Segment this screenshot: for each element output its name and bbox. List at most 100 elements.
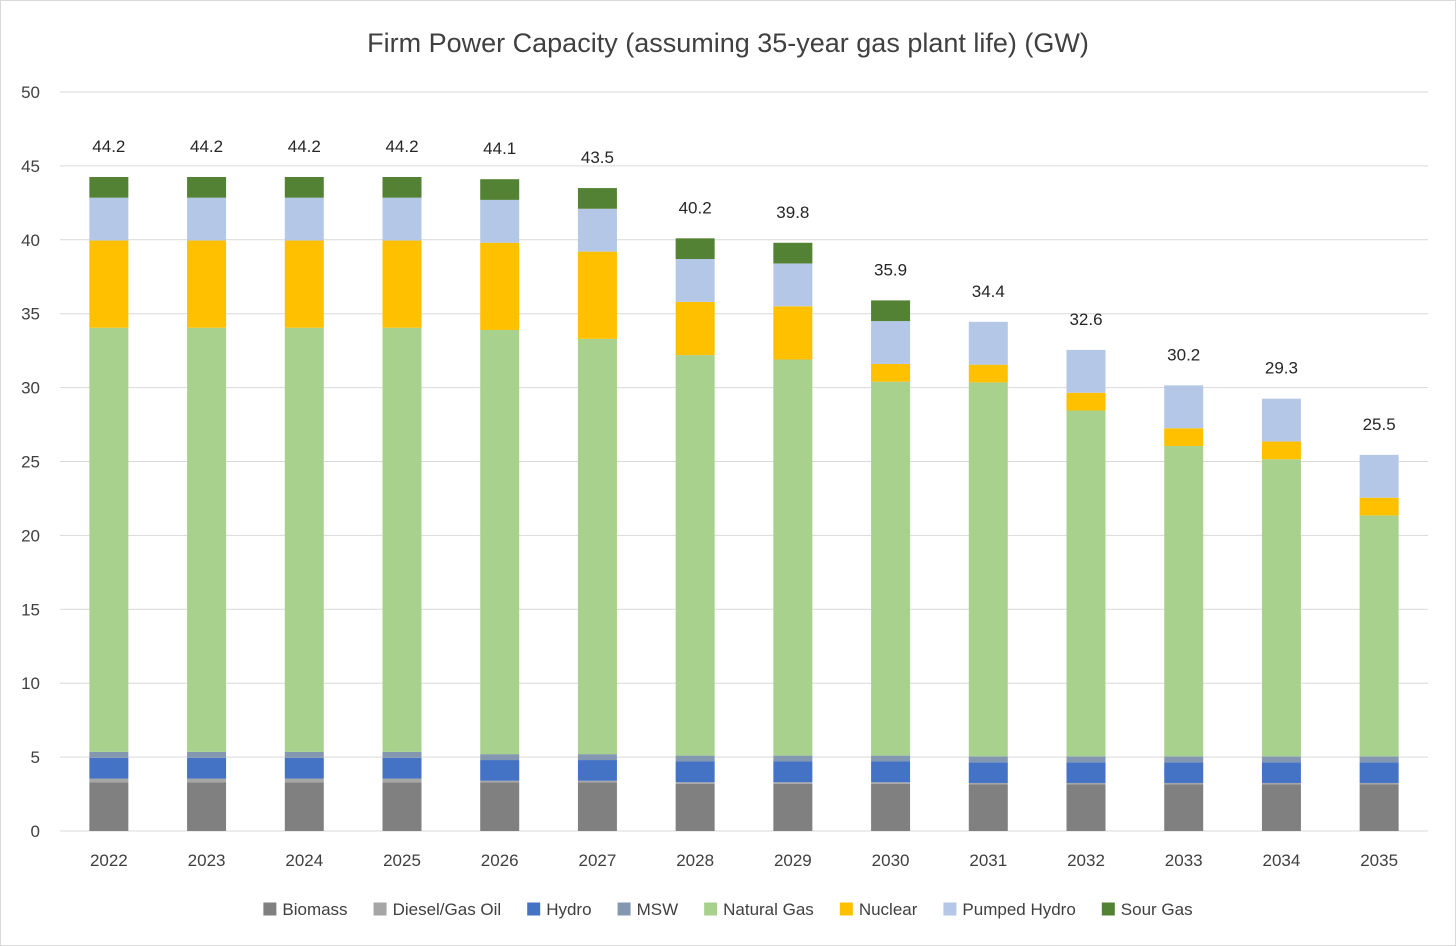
bar-segment [187,197,227,241]
bar-segment [382,757,422,779]
legend-swatch [617,902,631,916]
legend-swatch [527,902,541,916]
bar-segment [89,757,129,779]
y-tick-label: 25 [21,453,40,472]
legend-swatch [839,902,853,916]
y-tick-label: 45 [21,157,40,176]
legend-label: Nuclear [859,900,918,919]
bar-segment [871,755,911,762]
y-tick-label: 5 [31,748,40,767]
bar-segment [968,756,1008,763]
bar-segment [675,783,715,831]
y-tick-label: 15 [21,600,40,619]
bar-segment [89,240,129,328]
bar-segment [1164,784,1204,831]
bar-segment [1261,398,1301,442]
bar-segment [1359,497,1399,516]
bar-segment [675,301,715,356]
y-tick-label: 40 [21,231,40,250]
legend-label: Natural Gas [723,900,814,919]
bar-segment [773,783,813,831]
bar-segment [382,778,422,783]
bar-segment [577,760,617,781]
y-tick-label: 35 [21,305,40,324]
total-label: 44.2 [385,137,418,156]
bar-segment [773,359,813,756]
x-tick-label: 2022 [90,851,128,870]
bar-segment [968,364,1008,383]
bar-segment [675,782,715,784]
bars [89,176,1399,831]
legend-swatch [263,902,277,916]
bar-segment [968,782,1008,785]
bar-segment [577,782,617,831]
bar-segment [187,778,227,783]
bar-segment [1066,762,1106,783]
bar-segment [1261,459,1301,757]
x-tick-label: 2033 [1165,851,1203,870]
bar-segment [871,300,911,322]
y-tick-label: 50 [21,83,40,102]
bar-segment [382,176,422,198]
bar-segment [187,751,227,758]
bar-segment [1164,756,1204,763]
bar-segment [1359,454,1399,498]
x-tick-label: 2025 [383,851,421,870]
total-label: 40.2 [679,198,712,217]
bar-segment [382,782,422,831]
chart-title: Firm Power Capacity (assuming 35-year ga… [367,28,1089,58]
bar-segment [284,751,324,758]
x-tick-label: 2026 [481,851,519,870]
bar-segment [675,355,715,756]
bar-segment [675,238,715,260]
bar-segment [577,754,617,761]
total-label: 44.2 [288,137,321,156]
total-label: 44.2 [92,137,125,156]
bar-segment [1066,392,1106,411]
x-tick-label: 2034 [1263,851,1301,870]
bar-segment [89,751,129,758]
bar-segment [1359,515,1399,757]
bar-segment [1066,349,1106,393]
bar-segment [1164,445,1204,757]
bar-segment [382,327,422,752]
bar-segment [1261,441,1301,460]
bar-segment [382,197,422,241]
bar-segment [480,242,520,330]
bar-segment [675,259,715,302]
bar-segment [1164,762,1204,783]
bar-segment [675,761,715,783]
bar-segment [284,782,324,831]
bar-segment [675,755,715,762]
total-label: 30.2 [1167,345,1200,364]
x-tick-label: 2028 [676,851,714,870]
bar-segment [1066,756,1106,763]
bar-segment [480,782,520,831]
bar-segment [1164,385,1204,429]
total-label: 43.5 [581,148,614,167]
bar-segment [577,780,617,783]
bar-segment [89,327,129,752]
total-label: 29.3 [1265,359,1298,378]
total-label: 34.4 [972,282,1005,301]
bar-segment [480,329,520,755]
bar-segment [187,782,227,831]
bar-segment [871,363,911,382]
bar-segment [1359,756,1399,763]
bar-segment [577,208,617,252]
total-label: 25.5 [1363,415,1396,434]
bar-segment [284,327,324,752]
bar-segment [773,263,813,307]
bar-segment [1261,762,1301,783]
bar-segment [284,778,324,783]
bar-segment [773,782,813,784]
bar-segment [1261,782,1301,785]
bar-segment [480,199,520,243]
legend-swatch [704,902,718,916]
bar-segment [1359,782,1399,785]
bar-segment [871,381,911,756]
legend-swatch [373,902,387,916]
bar-segment [773,761,813,783]
bar-segment [89,778,129,783]
legend-label: Sour Gas [1121,900,1193,919]
